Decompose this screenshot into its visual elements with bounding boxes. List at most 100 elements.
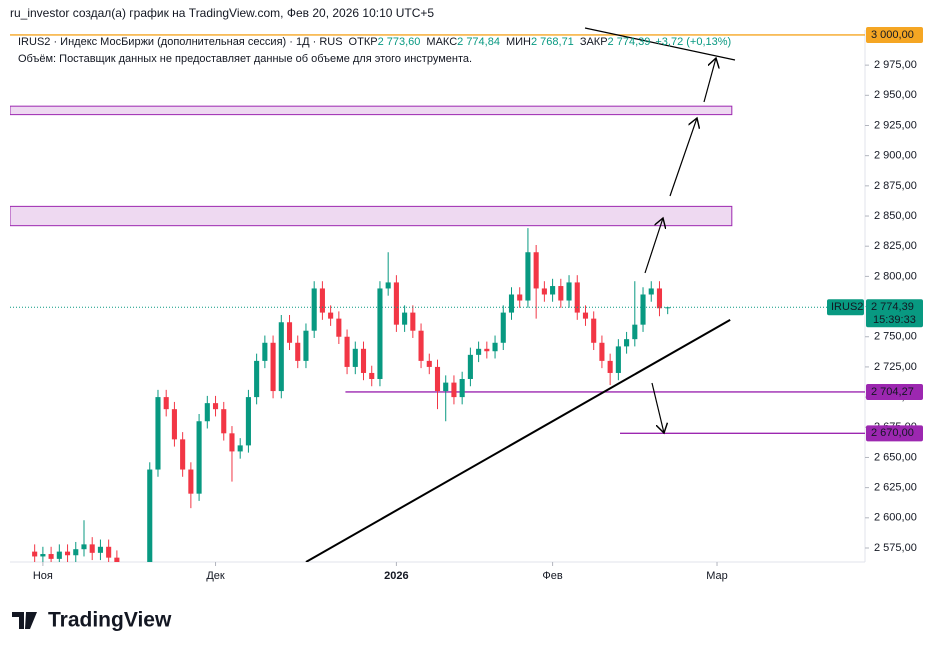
candle-body (500, 312, 506, 343)
trendline (305, 318, 731, 562)
candle-body (492, 342, 498, 352)
candle-body (32, 551, 38, 557)
logo-text: TradingView (48, 609, 172, 632)
x-tick-label: 2026 (384, 570, 408, 582)
candle-body (648, 288, 654, 295)
candle-body (459, 378, 465, 398)
x-tick-label: Фев (542, 570, 562, 582)
candle-body (97, 546, 103, 553)
candle-body (328, 312, 334, 319)
candle-body (558, 286, 564, 301)
candle-body (81, 544, 87, 550)
ohlc-value: 2 774,84 (457, 36, 500, 48)
candle-body (106, 546, 112, 558)
candle-body (599, 342, 605, 361)
y-tick-label: 2 650,00 (874, 451, 917, 463)
candle-body (451, 382, 457, 398)
symbol: IRUS2 · Индекс МосБиржи (дополнительная … (18, 36, 343, 48)
candle-body (237, 445, 243, 452)
logo-icon (12, 612, 37, 629)
candle-body (632, 324, 638, 340)
y-tick-label: 2 625,00 (874, 482, 917, 494)
candle-body (180, 439, 186, 470)
y-tick-label: 2 575,00 (874, 542, 917, 554)
ohlc-value: 2 774,39 (608, 36, 651, 48)
y-tick-label: 2 750,00 (874, 331, 917, 343)
arrow (669, 118, 697, 197)
candle-body (385, 282, 391, 289)
candle-body (467, 354, 473, 379)
ohlc-name: МИН (506, 36, 531, 48)
candle-body (582, 312, 589, 319)
y-tick-label: 2 800,00 (874, 270, 917, 282)
candle-body (591, 318, 597, 343)
last-price-label: 2 774,39 (871, 301, 914, 313)
x-tick-label: Ноя (33, 570, 53, 582)
candle-body (114, 557, 120, 562)
ohlc-name: МАКС (426, 36, 457, 48)
y-tick-label: 2 975,00 (874, 59, 917, 71)
candle-body (204, 403, 210, 422)
volume-note: Объём: Поставщик данных не предоставляет… (18, 53, 472, 65)
candle-body (56, 551, 62, 559)
y-tick-label: 2 900,00 (874, 150, 917, 162)
candle-body (393, 282, 399, 325)
candle-body (303, 330, 309, 361)
candle-body (221, 409, 227, 434)
ohlc-name: ОТКР (349, 36, 378, 48)
y-tick-label: 2 600,00 (874, 512, 917, 524)
y-tick-label: 2 850,00 (874, 210, 917, 222)
symbol-label-bg (827, 299, 864, 316)
candle-body (229, 433, 235, 452)
candle-body (344, 336, 350, 367)
candle-body (434, 366, 441, 392)
last-price-bg (866, 299, 923, 328)
candle-body (607, 360, 613, 373)
candle-body (402, 312, 408, 325)
candle-body (541, 288, 547, 295)
author-line: ru_investor создал(а) график на TradingV… (10, 6, 434, 20)
candle-body (270, 342, 276, 392)
candle-body (254, 360, 260, 398)
candle-body (615, 346, 621, 373)
candle-body (566, 282, 572, 301)
candle-body (410, 312, 416, 331)
candle-body (311, 288, 317, 331)
candle-body (508, 294, 515, 313)
candle-body (352, 348, 358, 367)
ohlc-name: ЗАКР (580, 36, 608, 48)
candle-body (48, 554, 54, 559)
candle-body (517, 294, 523, 301)
symbol-label: IRUS2 (831, 301, 863, 313)
level-label: 2 704,27 (871, 386, 914, 398)
candle-body (550, 286, 556, 295)
candle-body (656, 288, 663, 309)
arrows (584, 27, 736, 433)
level-label-bg (866, 383, 923, 400)
candle-body (73, 549, 79, 556)
candle-body (188, 469, 194, 494)
arrow (703, 58, 716, 103)
candle-body (319, 288, 325, 313)
candle-body (336, 318, 342, 337)
candle-body (476, 348, 482, 355)
candle-body (426, 360, 432, 367)
change: +3,72 (+0,13%) (655, 36, 731, 48)
zone (10, 105, 733, 116)
candle-body (64, 551, 71, 556)
candle-body (262, 342, 268, 361)
candle-body (533, 252, 539, 289)
candle-body (574, 282, 580, 313)
level-label-bg (866, 425, 923, 442)
y-tick-label: 2 825,00 (874, 240, 917, 252)
arrow (651, 382, 664, 433)
candle-body (286, 322, 293, 343)
arrow (644, 218, 663, 274)
ohlc-value: 2 773,60 (378, 36, 421, 48)
candle-body (40, 554, 46, 557)
candle-body (89, 544, 95, 553)
candle-body (196, 421, 202, 494)
candle-body (418, 330, 424, 361)
